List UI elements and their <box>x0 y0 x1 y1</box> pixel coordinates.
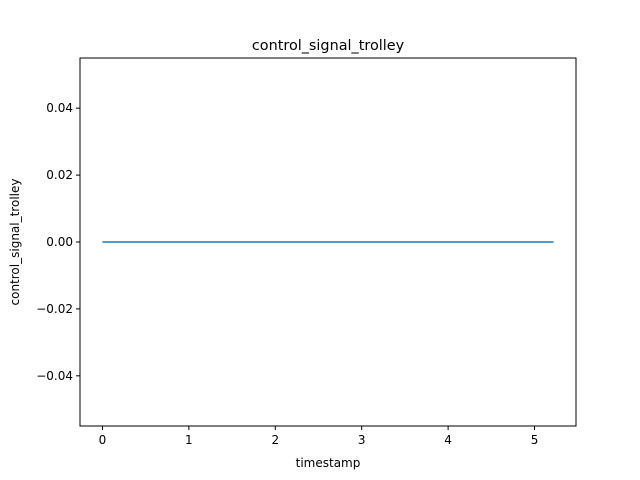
x-tick-label: 5 <box>531 433 539 447</box>
x-tick-label: 0 <box>99 433 107 447</box>
y-tick-label: 0.00 <box>46 235 73 249</box>
y-tick-label: 0.04 <box>46 101 73 115</box>
chart-title: control_signal_trolley <box>252 38 405 54</box>
x-axis-title: timestamp <box>296 456 361 470</box>
y-tick-label: 0.02 <box>46 168 73 182</box>
y-axis: −0.04 −0.02 0.00 0.02 0.04 <box>36 101 80 383</box>
x-tick-label: 3 <box>358 433 366 447</box>
x-tick-label: 2 <box>271 433 279 447</box>
x-tick-label: 4 <box>444 433 452 447</box>
x-axis: 0 1 2 3 4 5 <box>99 426 539 447</box>
x-tick-label: 1 <box>185 433 193 447</box>
y-tick-label: −0.04 <box>36 369 73 383</box>
y-axis-title: control_signal_trolley <box>8 179 22 306</box>
y-tick-label: −0.02 <box>36 302 73 316</box>
